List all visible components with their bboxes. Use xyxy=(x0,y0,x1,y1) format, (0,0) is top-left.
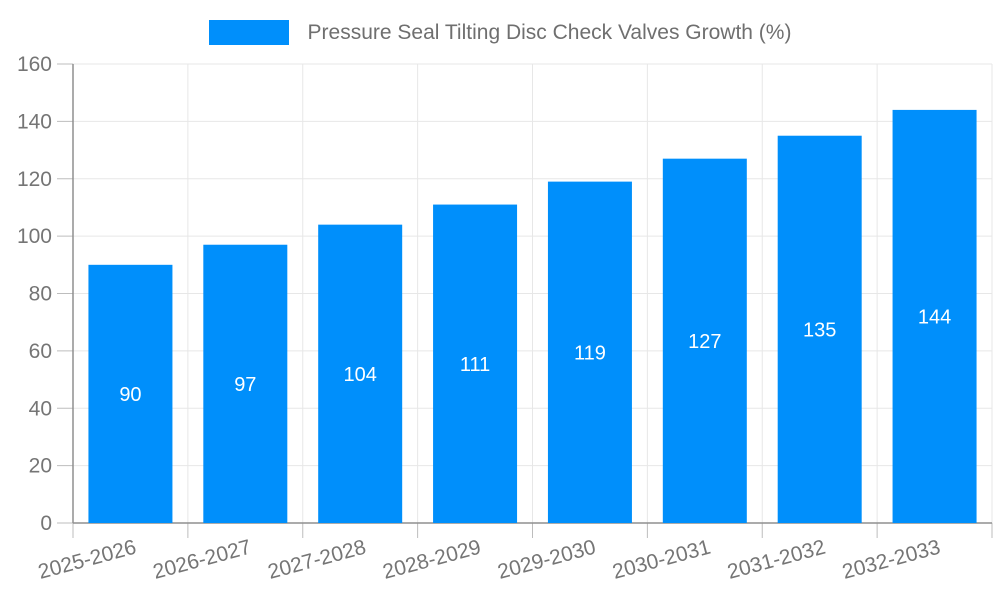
y-axis-tick-label: 160 xyxy=(17,53,52,76)
bar-2026-2027[interactable] xyxy=(203,244,288,523)
bar-value-label: 97 xyxy=(234,374,256,396)
x-axis-tick-label: 2027-2028 xyxy=(266,536,369,584)
bar-value-label: 104 xyxy=(344,364,377,386)
legend-label: Pressure Seal Tilting Disc Check Valves … xyxy=(307,20,792,44)
bar-2030-2031[interactable] xyxy=(662,158,747,523)
x-axis-tick-label: 2032-2033 xyxy=(840,536,943,584)
x-axis-tick-label: 2026-2027 xyxy=(151,536,254,584)
y-axis-tick-label: 120 xyxy=(17,168,52,191)
bar-value-label: 127 xyxy=(688,331,721,353)
y-axis-tick-label: 60 xyxy=(29,340,52,363)
y-axis-tick-label: 0 xyxy=(40,512,52,535)
bar-2025-2026[interactable] xyxy=(88,264,173,523)
bar-value-label: 119 xyxy=(574,342,606,364)
bar-value-label: 90 xyxy=(119,384,141,406)
y-axis-tick-label: 140 xyxy=(17,110,52,133)
x-axis-tick-label: 2031-2032 xyxy=(725,536,828,584)
y-axis-tick-label: 40 xyxy=(29,397,52,420)
bar-value-label: 135 xyxy=(803,319,836,341)
bar-2032-2033[interactable] xyxy=(892,109,977,524)
bar-value-label: 144 xyxy=(918,306,951,328)
y-axis-tick-label: 100 xyxy=(17,225,52,248)
bar-2029-2030[interactable] xyxy=(547,181,632,523)
chart-legend[interactable]: Pressure Seal Tilting Disc Check Valves … xyxy=(0,18,1000,46)
x-axis-tick-label: 2029-2030 xyxy=(495,536,598,584)
bar-value-label: 111 xyxy=(460,354,490,376)
x-axis-tick-label: 2025-2026 xyxy=(36,536,139,584)
bar-2031-2032[interactable] xyxy=(777,135,862,523)
legend-swatch-icon xyxy=(208,19,289,45)
x-axis-tick-label: 2030-2031 xyxy=(610,536,713,584)
bar-2028-2029[interactable] xyxy=(433,204,518,523)
y-axis-tick-label: 20 xyxy=(29,455,52,478)
y-axis-tick-label: 80 xyxy=(29,283,52,306)
x-axis-tick-label: 2028-2029 xyxy=(380,536,483,584)
bar-2027-2028[interactable] xyxy=(318,224,403,523)
